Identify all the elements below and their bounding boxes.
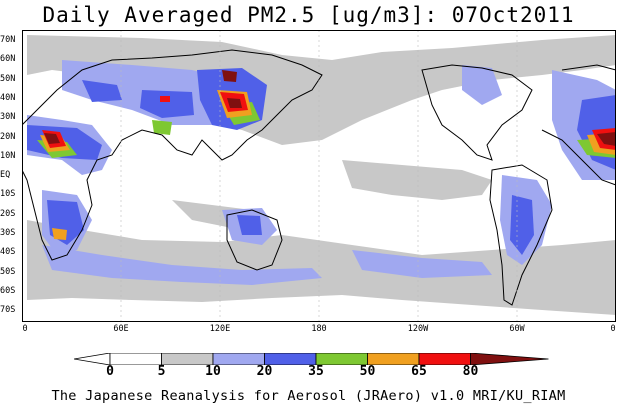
latitude-label: 30N xyxy=(0,112,16,123)
longitude-label: 60E xyxy=(113,324,129,334)
latitude-label: 50S xyxy=(0,266,16,277)
pm-dark-red-layer xyxy=(44,70,616,146)
colorbar-high-arrow xyxy=(470,353,549,365)
longitude-label: 60W xyxy=(509,324,525,334)
colorbar-label: 10 xyxy=(205,364,221,379)
latitude-label: 50N xyxy=(0,73,16,84)
latitude-label: 10S xyxy=(0,189,16,200)
pm25-map xyxy=(22,30,616,322)
latitude-label: 70N xyxy=(0,35,16,45)
latitude-label: 40N xyxy=(0,92,16,103)
colorbar-label: 0 xyxy=(106,364,114,379)
colorbar-label: 80 xyxy=(462,364,479,379)
latitude-label: EQ xyxy=(0,170,11,181)
longitude-label: 0 xyxy=(610,324,616,334)
longitude-label: 120E xyxy=(209,324,231,334)
latitude-label: 60S xyxy=(0,285,16,296)
latitude-label: 20S xyxy=(0,208,16,219)
latitude-label: 30S xyxy=(0,228,16,238)
longitude-label: 0 xyxy=(22,324,28,334)
latitude-label: 20N xyxy=(0,131,16,142)
latitude-label: 40S xyxy=(0,247,16,258)
latitude-label: 70S xyxy=(0,305,16,316)
map-title: Daily Averaged PM2.5 [ug/m3]: 07Oct2011 xyxy=(42,3,575,27)
longitude-label: 120W xyxy=(407,324,429,334)
colorbar-label: 65 xyxy=(411,364,427,379)
longitude-label: 180 xyxy=(311,324,327,334)
colorbar-label: 5 xyxy=(157,364,166,379)
footer-credit: The Japanese Reanalysis for Aerosol (JRA… xyxy=(51,388,566,404)
longitude-axis-labels: 0 60E 120E 180 120W 60W 0 xyxy=(22,322,616,336)
latitude-label: 60N xyxy=(0,54,16,65)
gridlines xyxy=(120,30,518,322)
latitude-axis-labels: 70N 60N 50N 40N 30N 20N 10N EQ 10S 20S 30S 40S 50S 60… xyxy=(0,30,22,321)
haze-gray-layer xyxy=(27,35,616,315)
colorbar-labels: 0 5 10 20 35 50 65 80 xyxy=(0,364,617,380)
latitude-label: 10N xyxy=(0,150,16,161)
colorbar-label: 35 xyxy=(308,364,324,379)
colorbar xyxy=(74,353,549,365)
colorbar-label: 20 xyxy=(256,364,273,379)
colorbar-label: 50 xyxy=(359,364,376,379)
